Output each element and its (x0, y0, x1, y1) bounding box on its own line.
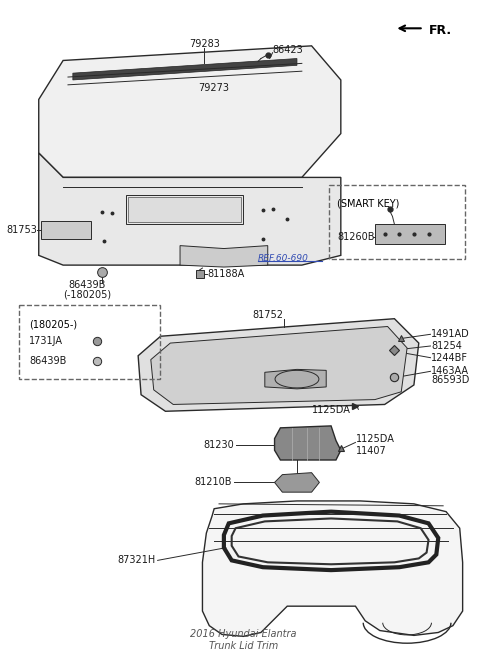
Polygon shape (151, 327, 407, 405)
Text: 2016 Hyundai Elantra
Trunk Lid Trim: 2016 Hyundai Elantra Trunk Lid Trim (190, 630, 297, 651)
Text: 87321H: 87321H (118, 555, 156, 566)
Text: 1491AD: 1491AD (432, 329, 470, 339)
Text: 86423: 86423 (273, 45, 303, 55)
Polygon shape (203, 501, 463, 636)
Text: REF.60-690: REF.60-690 (258, 254, 309, 263)
Text: 79273: 79273 (199, 82, 229, 93)
Text: (-180205): (-180205) (63, 289, 111, 300)
Text: 81210B: 81210B (194, 477, 232, 488)
Text: (180205-): (180205-) (29, 319, 77, 330)
Text: 86439B: 86439B (69, 280, 106, 290)
Text: 81752: 81752 (252, 310, 283, 320)
Polygon shape (138, 319, 419, 411)
Bar (128, 197, 241, 222)
Bar (41, 221, 91, 239)
Polygon shape (39, 46, 341, 178)
Polygon shape (275, 426, 341, 460)
Text: 11407: 11407 (357, 446, 387, 456)
Text: 79283: 79283 (189, 39, 220, 49)
Text: 1731JA: 1731JA (29, 336, 63, 346)
Text: 81753: 81753 (6, 225, 37, 235)
Text: 81254: 81254 (432, 341, 462, 351)
Text: 81230: 81230 (203, 440, 234, 450)
Text: 1125DA: 1125DA (357, 434, 396, 444)
Text: 81188A: 81188A (207, 269, 245, 279)
Bar (126, 195, 243, 224)
Text: 1463AA: 1463AA (432, 366, 469, 376)
Polygon shape (39, 153, 341, 265)
Bar (375, 224, 445, 244)
Text: (SMART KEY): (SMART KEY) (337, 199, 399, 209)
Text: 86593D: 86593D (432, 375, 470, 385)
Text: 1244BF: 1244BF (432, 352, 468, 363)
Text: 81260B: 81260B (337, 232, 374, 242)
Polygon shape (265, 370, 326, 389)
Text: 86439B: 86439B (29, 356, 66, 366)
Text: FR.: FR. (429, 24, 452, 38)
Polygon shape (73, 59, 297, 80)
Polygon shape (180, 246, 268, 267)
Text: 1125DA: 1125DA (312, 405, 350, 415)
Polygon shape (275, 473, 319, 492)
